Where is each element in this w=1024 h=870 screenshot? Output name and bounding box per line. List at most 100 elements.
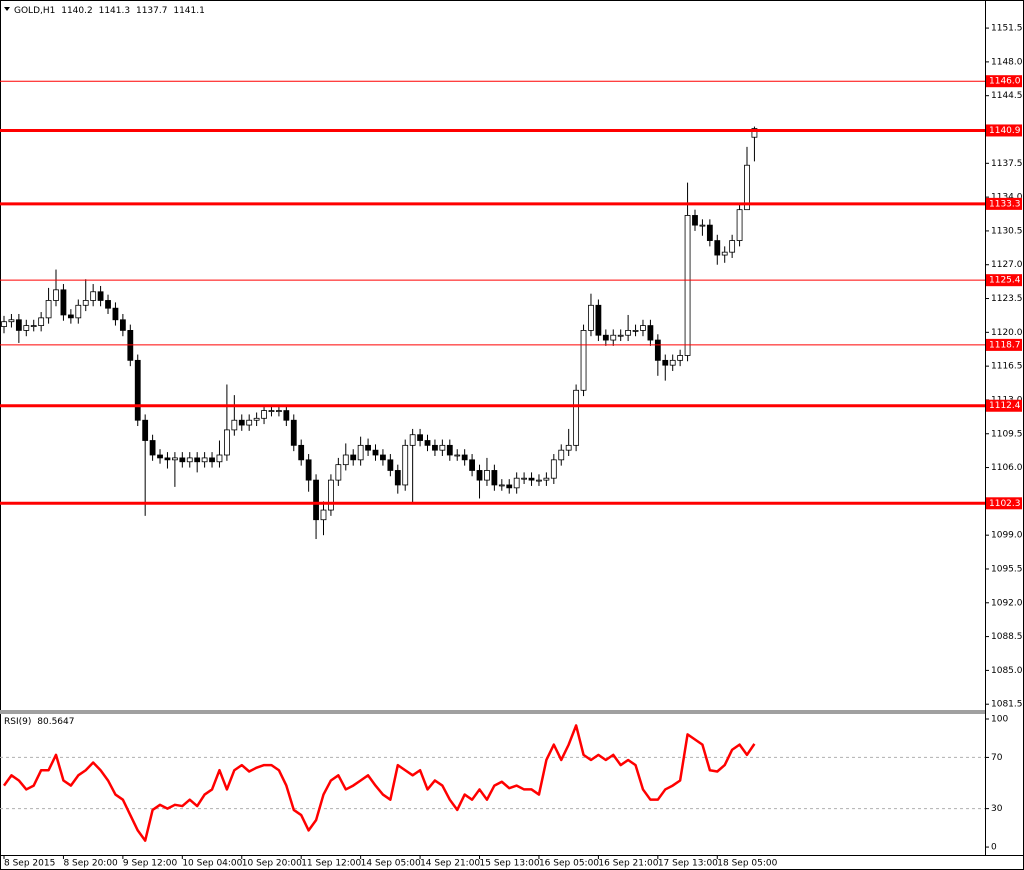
level-label: 1146.0: [989, 77, 1021, 87]
candle-body: [1, 321, 7, 327]
header-arrow: [4, 7, 10, 11]
candle-body: [246, 419, 253, 426]
candle-body: [119, 319, 126, 331]
x-tick-label: 18 Sep 05:00: [717, 859, 777, 869]
rsi-title: RSI(9): [4, 717, 31, 727]
candle-body: [721, 251, 728, 256]
candle-body: [506, 484, 513, 489]
candle-body: [736, 209, 743, 241]
candle-body: [580, 330, 587, 391]
level-label: 1102.3: [989, 499, 1021, 509]
candle-body: [238, 419, 245, 426]
level-label-box: [986, 497, 1022, 510]
candle-body: [558, 449, 565, 461]
level-label-box: [986, 399, 1022, 412]
rsi-panel: 100 70 30 0: [0, 714, 1008, 853]
candle-body: [342, 454, 349, 466]
candle-body: [97, 291, 104, 301]
rsi-line: [2, 724, 756, 842]
y-tick-label: 1092.0: [991, 598, 1023, 608]
y-tick-label: 1116.5: [991, 362, 1023, 372]
candle-body: [647, 325, 654, 341]
candle-body: [521, 477, 527, 480]
y-tick-label: 100: [991, 714, 1008, 724]
candle-body: [654, 339, 661, 361]
candle-body: [669, 359, 676, 366]
candle-body: [313, 479, 319, 521]
candle-body: [335, 464, 342, 481]
candle-body: [372, 449, 379, 456]
y-tick-label: 1106.0: [991, 463, 1023, 473]
candle-body: [625, 330, 632, 336]
x-tick-label: 9 Sep 12:00: [123, 859, 178, 869]
candle-body: [714, 240, 721, 256]
candle-body: [298, 444, 305, 461]
candle-body: [305, 459, 312, 481]
level-label-box: [986, 124, 1022, 137]
candle-body: [290, 419, 297, 446]
candle-body: [23, 325, 30, 331]
candle-body: [565, 444, 572, 451]
header-low: 1137.7: [136, 6, 168, 16]
candle-body: [446, 444, 453, 456]
candle-body: [610, 334, 617, 341]
candle-body: [684, 215, 691, 356]
y-tick-label: 1144.5: [991, 91, 1023, 101]
candle-body: [75, 304, 82, 319]
x-tick-label: 17 Sep 13:00: [658, 859, 718, 869]
candle-body: [394, 470, 401, 486]
symbol: GOLD,H1: [14, 6, 55, 16]
candle-body: [469, 459, 475, 471]
candle-body: [328, 479, 334, 511]
level-label: 1112.4: [989, 401, 1021, 411]
x-tick-label: 14 Sep 21:00: [420, 859, 480, 869]
level-label-box: [986, 197, 1022, 210]
y-tick-label: 30: [991, 804, 1003, 814]
candle-body: [209, 457, 215, 463]
candle-body: [90, 291, 97, 301]
candle-body: [105, 300, 111, 309]
x-tick-label: 11 Sep 12:00: [301, 859, 361, 869]
y-tick-label: 1134.0: [991, 193, 1023, 203]
candle-body: [424, 440, 431, 446]
x-tick-label: 10 Sep 20:00: [242, 859, 302, 869]
rsi-header: RSI(9) 80.5647: [4, 717, 74, 727]
y-tick-label: 1088.5: [991, 632, 1023, 642]
candle-body: [640, 325, 646, 331]
candle-body: [543, 477, 550, 481]
x-tick-label: 8 Sep 2015: [4, 859, 55, 869]
level-label: 1125.4: [989, 276, 1021, 286]
candle-body: [387, 459, 394, 471]
x-tick-label: 8 Sep 20:00: [63, 859, 118, 869]
candle-body: [38, 317, 45, 326]
candle-body: [231, 419, 238, 431]
candle-body: [550, 459, 557, 479]
y-tick-label: 1151.5: [991, 24, 1023, 34]
candle-body: [595, 304, 602, 336]
candle-body: [365, 444, 371, 451]
candle-body: [142, 419, 149, 441]
candle-body: [15, 319, 22, 331]
candle-body: [134, 359, 141, 421]
candle-body: [513, 477, 520, 489]
price-panel: 1151.51148.01144.51141.01137.51134.01130…: [0, 24, 1023, 869]
x-tick-label: 10 Sep 04:00: [182, 859, 242, 869]
candle-body: [186, 457, 193, 463]
x-tick-label: 16 Sep 21:00: [598, 859, 658, 869]
candle-body: [536, 479, 542, 482]
y-tick-label: 1123.5: [991, 294, 1023, 304]
header-high: 1141.3: [99, 6, 131, 16]
candle-body: [528, 477, 535, 481]
candle-body: [602, 334, 609, 341]
candle-body: [223, 429, 230, 456]
y-tick-label: 1081.5: [991, 700, 1023, 710]
y-tick-label: 1127.0: [991, 260, 1023, 270]
candle-body: [82, 300, 89, 306]
panel-separator: [0, 710, 985, 714]
candle-body: [164, 457, 171, 461]
candle-body: [30, 325, 37, 327]
candle-body: [476, 470, 483, 481]
candle-body: [432, 444, 438, 451]
y-tick-label: 1148.0: [991, 57, 1023, 67]
